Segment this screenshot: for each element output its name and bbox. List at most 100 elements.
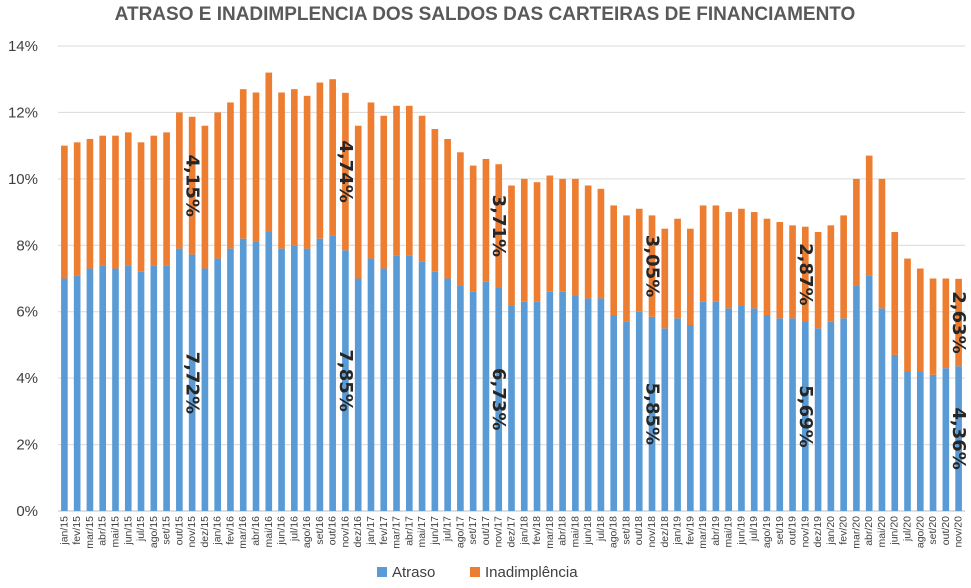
x-tick-label: dez/15 (199, 516, 211, 548)
data-label: 4,15% (182, 154, 203, 216)
bar-atraso (955, 366, 962, 511)
data-label: 7,85% (335, 349, 356, 411)
bar-atraso (112, 268, 119, 511)
x-tick-label: out/16 (327, 516, 339, 545)
bar-atraso (86, 268, 94, 511)
x-tick-label: ago/17 (454, 516, 466, 548)
x-tick-label: set/16 (314, 516, 326, 545)
bar-atraso (916, 371, 924, 511)
bar-inadimplencia (559, 178, 566, 292)
bar-inadimplencia (955, 278, 962, 367)
bar-inadimplencia (227, 102, 234, 249)
x-tick-label: ago/16 (301, 516, 313, 548)
bar-atraso (546, 291, 554, 511)
bar-atraso (827, 321, 835, 511)
x-tick-label: jul/18 (595, 516, 607, 542)
bar-atraso (699, 301, 707, 511)
bar-inadimplencia (124, 132, 132, 266)
bar-atraso (942, 368, 950, 511)
bar-atraso (508, 305, 515, 511)
bar-atraso (623, 321, 630, 511)
x-tick-label: abr/15 (97, 516, 109, 546)
bar-atraso (572, 295, 579, 511)
bar-atraso (853, 285, 860, 511)
x-tick-label: mar/19 (697, 516, 709, 549)
bar-inadimplencia (840, 215, 847, 319)
bar-atraso (725, 308, 732, 511)
x-tick-label: fev/19 (684, 516, 696, 545)
bar-inadimplencia (814, 232, 822, 329)
bar-inadimplencia (853, 178, 860, 286)
bar-atraso (405, 255, 413, 511)
bar-inadimplencia (278, 92, 285, 249)
bar-inadimplencia (342, 92, 349, 251)
bar-atraso (789, 318, 796, 511)
x-tick-label: jan/17 (365, 516, 377, 546)
legend-swatch-inadimplencia (470, 567, 480, 577)
bar-atraso (431, 271, 439, 511)
data-label: 6,73% (488, 368, 509, 430)
x-tick-label: jun/18 (582, 516, 594, 546)
x-tick-label: jul/19 (748, 516, 760, 542)
bar-inadimplencia (546, 175, 554, 292)
x-tick-label: dez/16 (352, 516, 364, 548)
x-tick-label: jun/15 (122, 516, 134, 546)
x-tick-label: nov/20 (953, 516, 965, 548)
bar-atraso (482, 281, 490, 511)
bar-inadimplencia (508, 185, 515, 306)
x-tick-label: abr/18 (557, 516, 569, 546)
bar-inadimplencia (687, 228, 694, 325)
bar-inadimplencia (635, 208, 643, 312)
bar-inadimplencia (533, 182, 541, 302)
legend: Atraso Inadimplência (377, 564, 578, 581)
bar-inadimplencia (750, 212, 758, 309)
x-tick-label: out/17 (480, 516, 492, 545)
bar-inadimplencia (431, 129, 439, 272)
x-tick-label: mai/19 (723, 516, 735, 548)
bar-atraso (380, 268, 388, 511)
bar-atraso (840, 318, 847, 511)
bar-atraso (712, 301, 720, 511)
bar-inadimplencia (776, 222, 784, 319)
x-tick-label: dez/19 (812, 516, 824, 548)
bar-inadimplencia (738, 208, 745, 306)
x-tick-label: ago/19 (761, 516, 773, 548)
bar-atraso (61, 278, 68, 511)
bar-atraso (610, 315, 618, 511)
x-tick-label: nov/19 (799, 516, 811, 548)
y-tick-label: 10% (8, 171, 38, 188)
bar-atraso (99, 265, 107, 511)
x-tick-label: mar/18 (544, 516, 556, 549)
bar-inadimplencia (801, 226, 809, 323)
bar-inadimplencia (904, 258, 911, 372)
x-tick-label: jan/18 (518, 516, 530, 546)
data-label: 4,74% (335, 140, 356, 202)
x-tick-label: mai/17 (416, 516, 428, 548)
bar-atraso (520, 301, 528, 511)
bar-atraso (393, 255, 400, 511)
bar-atraso (342, 250, 349, 511)
bar-atraso (265, 232, 273, 511)
bar-inadimplencia (380, 115, 388, 269)
bar-atraso (635, 311, 643, 511)
x-tick-label: nov/15 (186, 516, 198, 548)
bar-inadimplencia (891, 232, 899, 355)
bar-atraso (214, 258, 222, 511)
bar-atraso (584, 298, 592, 511)
x-tick-label: mai/20 (876, 516, 888, 548)
bar-atraso (801, 322, 809, 511)
bar-inadimplencia (393, 105, 400, 256)
x-tick-label: jun/16 (276, 516, 288, 546)
bar-atraso (252, 241, 260, 511)
bar-atraso (316, 238, 324, 511)
bar-inadimplencia (699, 205, 707, 302)
x-tick-label: dez/18 (659, 516, 671, 548)
bar-inadimplencia (827, 225, 835, 322)
bar-inadimplencia (73, 142, 81, 276)
x-tick-label: jan/16 (212, 516, 224, 546)
bar-inadimplencia (405, 105, 413, 256)
bar-atraso (750, 308, 758, 511)
legend-label-inadimplencia: Inadimplência (485, 564, 578, 581)
data-label: 4,36% (948, 407, 969, 469)
y-tick-label: 0% (16, 503, 38, 520)
